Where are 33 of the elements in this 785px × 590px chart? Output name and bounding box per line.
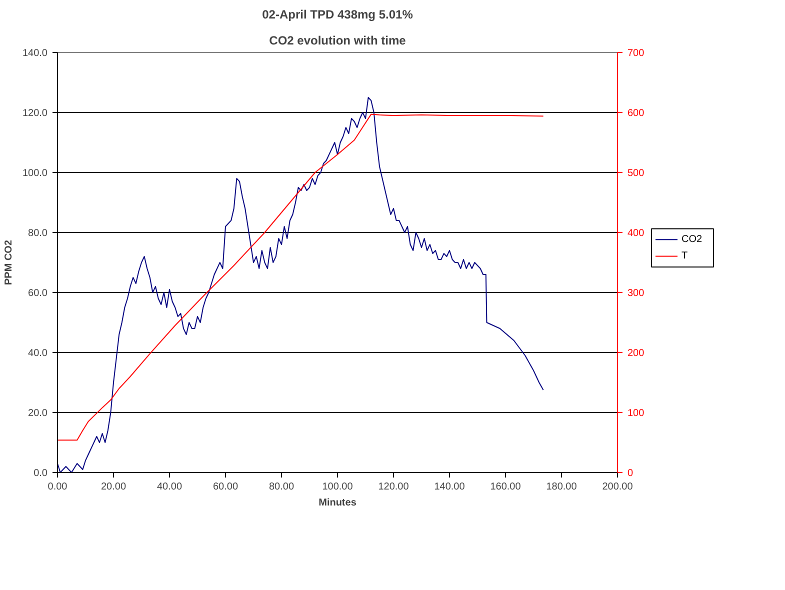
y-tick-label: 0.0	[34, 468, 48, 479]
x-tick-label: 40.00	[156, 482, 182, 492]
chart-subtitle: CO2 evolution with time	[269, 34, 406, 48]
x-tick-label: 60.00	[212, 482, 238, 492]
y-tick-label: 140.0	[22, 48, 48, 59]
legend-label: T	[682, 250, 688, 262]
y2-tick-label: 600	[628, 108, 645, 119]
x-tick-label: 80.00	[268, 482, 294, 492]
x-tick-label: 160.00	[490, 482, 522, 492]
x-tick-label: 120.00	[378, 482, 410, 492]
legend-label: CO2	[682, 234, 702, 246]
x-tick-label: 180.00	[546, 482, 578, 492]
chart-title: 02-April TPD 438mg 5.01%	[262, 8, 414, 22]
y2-tick-label: 700	[628, 48, 645, 59]
y-tick-label: 60.0	[28, 288, 48, 299]
y2-tick-label: 200	[628, 348, 645, 359]
y-tick-label: 120.0	[22, 108, 48, 119]
y2-tick-label: 0	[628, 468, 634, 479]
x-tick-label: 140.00	[434, 482, 466, 492]
y-tick-label: 40.0	[28, 348, 48, 359]
x-tick-label: 100.00	[322, 482, 354, 492]
y2-tick-label: 100	[628, 408, 645, 419]
x-tick-label: 0.00	[48, 482, 68, 492]
y-axis-title: PPM CO2	[3, 240, 14, 286]
y2-tick-label: 500	[628, 168, 645, 179]
x-tick-label: 200.00	[602, 482, 634, 492]
y2-tick-label: 400	[628, 228, 645, 239]
y-tick-label: 20.0	[28, 408, 48, 419]
y-tick-label: 100.0	[22, 168, 48, 179]
y2-tick-label: 300	[628, 288, 645, 299]
x-tick-label: 20.00	[100, 482, 126, 492]
y-tick-label: 80.0	[28, 228, 48, 239]
x-axis-title: Minutes	[318, 498, 357, 508]
